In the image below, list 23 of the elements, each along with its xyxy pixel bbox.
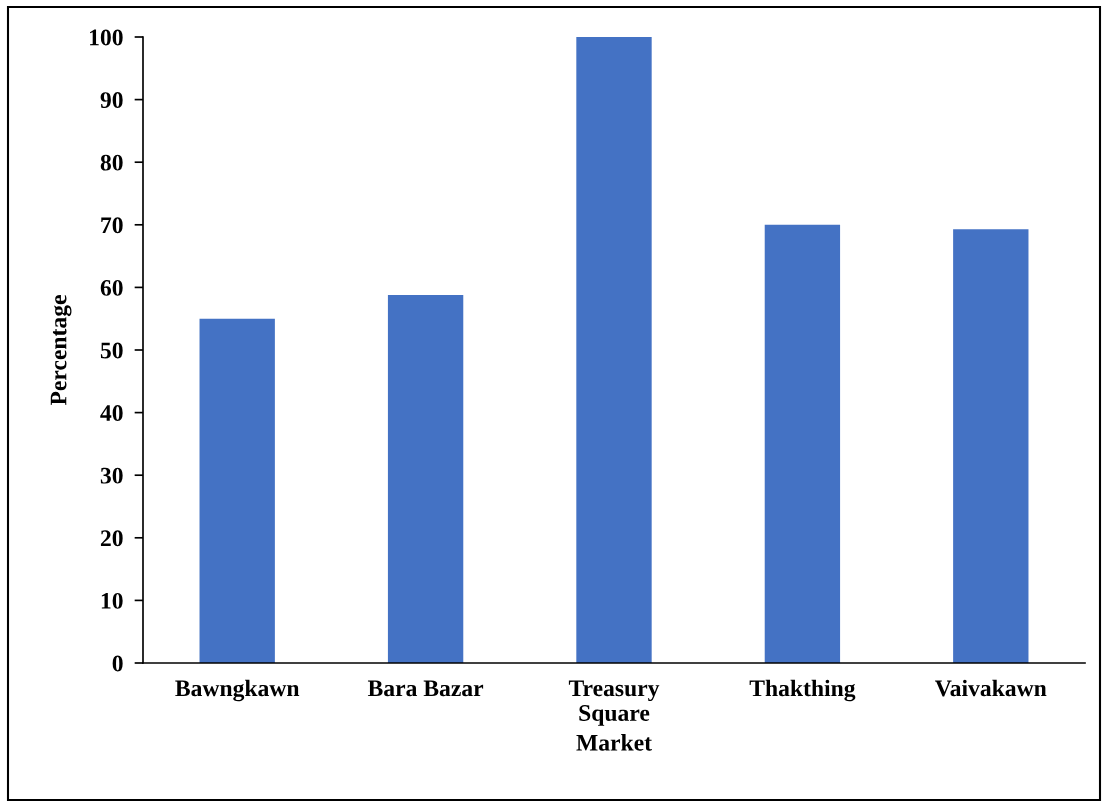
y-tick-label: 30 <box>100 467 123 484</box>
bar <box>387 294 464 663</box>
y-tick-label: 50 <box>100 342 123 359</box>
x-axis-title: Market <box>576 734 652 751</box>
x-tick-label: Treasury Square <box>568 680 660 726</box>
x-tick-label: Vaivakawn <box>935 679 1047 697</box>
x-tick-label: Bara Bazar <box>367 680 484 697</box>
bar <box>576 37 652 663</box>
y-tick-label: 60 <box>100 279 123 296</box>
bar <box>199 318 275 663</box>
y-axis-title: Percentage <box>50 295 72 406</box>
y-tick-label: 90 <box>100 92 123 109</box>
bar <box>764 224 841 663</box>
y-tick-label: 100 <box>90 29 123 46</box>
x-tick-label: Bawngkawn <box>175 679 300 702</box>
y-tick-label: 40 <box>100 405 123 422</box>
bar <box>953 229 1029 663</box>
y-tick-label: 70 <box>101 217 123 234</box>
y-tick-label: 0 <box>112 655 123 672</box>
y-tick-label: 80 <box>100 154 123 171</box>
x-tick-label: Thakthing <box>749 679 856 702</box>
y-tick-label: 10 <box>101 592 123 609</box>
y-tick-label: 20 <box>100 530 123 547</box>
